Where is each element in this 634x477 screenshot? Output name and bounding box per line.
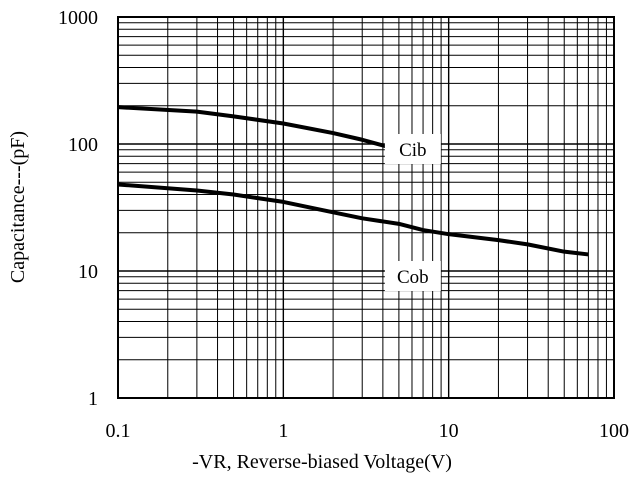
y-axis-title: Capacitance---(pF) [7, 131, 29, 283]
series-line-cib [117, 105, 424, 157]
x-tick-label: 0.1 [106, 420, 131, 442]
x-tick-label: 10 [439, 420, 459, 442]
tick-labels: 0.1 1 10 100 1 10 100 1000 [58, 7, 629, 442]
plot-frame [117, 16, 615, 399]
series-label-bg [384, 134, 441, 164]
series-labels: Cib Cob [384, 134, 441, 291]
grid [117, 16, 615, 399]
series-label-cib: Cib [399, 140, 426, 161]
series-line-cob [117, 182, 589, 257]
y-tick-label: 1 [88, 388, 98, 410]
x-tick-label: 100 [599, 420, 629, 442]
y-tick-label: 10 [78, 261, 98, 283]
x-axis-title: -VR, Reverse-biased Voltage(V) [192, 451, 452, 473]
y-tick-label: 1000 [58, 7, 98, 29]
y-tick-label: 100 [68, 134, 98, 156]
series-label-bg [384, 261, 441, 291]
x-tick-label: 1 [278, 420, 288, 442]
series-label-cob: Cob [397, 267, 429, 288]
